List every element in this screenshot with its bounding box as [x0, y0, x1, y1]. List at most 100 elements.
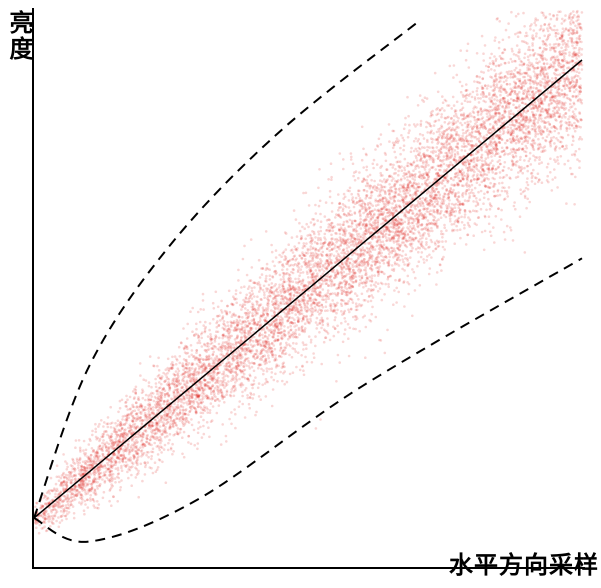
scatter-point: [552, 46, 556, 49]
scatter-point: [103, 430, 106, 434]
scatter-point: [376, 183, 380, 186]
scatter-point: [301, 279, 305, 283]
scatter-point: [298, 221, 301, 225]
scatter-point: [292, 293, 296, 297]
scatter-point: [398, 187, 402, 190]
scatter-point: [267, 283, 271, 287]
scatter-point: [321, 295, 324, 298]
scatter-point: [384, 236, 388, 239]
scatter-point: [507, 22, 510, 25]
scatter-point: [215, 354, 218, 358]
scatter-point: [78, 486, 81, 489]
scatter-point: [183, 351, 187, 354]
scatter-point: [358, 263, 361, 267]
scatter-point: [55, 510, 59, 514]
scatter-point: [321, 279, 325, 283]
scatter-point: [77, 439, 81, 442]
scatter-point: [168, 432, 172, 436]
scatter-point: [536, 81, 539, 85]
scatter-point: [118, 406, 122, 410]
scatter-point: [538, 131, 542, 135]
scatter-point: [522, 92, 526, 95]
scatter-point: [291, 308, 294, 312]
scatter-point: [557, 61, 561, 64]
scatter-point: [44, 529, 48, 533]
scatter-point: [75, 489, 79, 492]
scatter-point: [512, 156, 515, 159]
scatter-point: [302, 254, 306, 257]
scatter-point: [354, 227, 358, 231]
scatter-point: [252, 330, 255, 334]
scatter-point: [258, 290, 261, 293]
scatter-point: [501, 150, 504, 153]
scatter-point: [236, 323, 239, 326]
scatter-point: [207, 358, 210, 362]
scatter-point: [251, 397, 255, 400]
scatter-point: [508, 101, 512, 105]
scatter-point: [523, 25, 526, 28]
scatter-point: [253, 321, 256, 325]
scatter-point: [323, 294, 327, 298]
scatter-point: [205, 394, 208, 397]
scatter-point: [532, 154, 535, 158]
scatter-point: [549, 142, 552, 146]
scatter-point: [146, 461, 149, 464]
scatter-point: [101, 452, 104, 456]
scatter-point: [492, 84, 495, 87]
scatter-point: [526, 92, 529, 96]
scatter-point: [412, 160, 416, 163]
scatter-point: [215, 411, 219, 415]
scatter-point: [368, 173, 372, 177]
scatter-point: [336, 353, 340, 357]
scatter-point: [201, 363, 204, 366]
scatter-point: [318, 168, 321, 171]
scatter-point: [276, 380, 279, 383]
scatter-point: [374, 188, 377, 192]
scatter-point: [480, 70, 483, 74]
scatter-point: [283, 325, 286, 328]
scatter-point: [106, 422, 110, 426]
scatter-point: [97, 506, 100, 510]
scatter-point: [405, 188, 409, 192]
scatter-point: [239, 354, 242, 357]
scatter-point: [352, 281, 356, 284]
scatter-point: [126, 434, 129, 438]
scatter-point: [228, 334, 232, 338]
scatter-point: [320, 268, 324, 271]
scatter-point: [112, 495, 115, 499]
scatter-point: [57, 516, 60, 519]
scatter-point: [173, 433, 177, 436]
scatter-point: [117, 456, 121, 460]
scatter-point: [188, 396, 192, 400]
scatter-point: [342, 223, 346, 226]
scatter-point: [299, 305, 303, 309]
scatter-point: [54, 512, 58, 515]
scatter-point: [468, 100, 472, 104]
scatter-point: [200, 336, 203, 340]
scatter-point: [522, 125, 525, 128]
scatter-point: [492, 61, 496, 65]
scatter-point: [554, 111, 557, 115]
scatter-point: [510, 89, 514, 93]
scatter-point: [564, 101, 567, 105]
scatter-point: [529, 86, 533, 89]
scatter-point: [270, 250, 274, 254]
scatter-point: [248, 331, 251, 335]
scatter-point: [501, 57, 505, 61]
scatter-point: [119, 486, 122, 489]
scatter-point: [523, 52, 527, 56]
scatter-point: [279, 302, 283, 306]
scatter-point: [143, 405, 147, 409]
scatter-point: [416, 189, 420, 193]
scatter-point: [140, 439, 143, 443]
scatter-point: [78, 483, 81, 486]
scatter-point: [375, 255, 379, 259]
scatter-point: [362, 231, 366, 234]
scatter-point: [257, 382, 261, 385]
scatter-point: [165, 413, 169, 416]
scatter-point: [373, 263, 377, 267]
scatter-point: [396, 242, 399, 246]
scatter-point: [456, 147, 460, 150]
scatter-point: [375, 189, 379, 193]
scatter-point: [460, 221, 464, 224]
